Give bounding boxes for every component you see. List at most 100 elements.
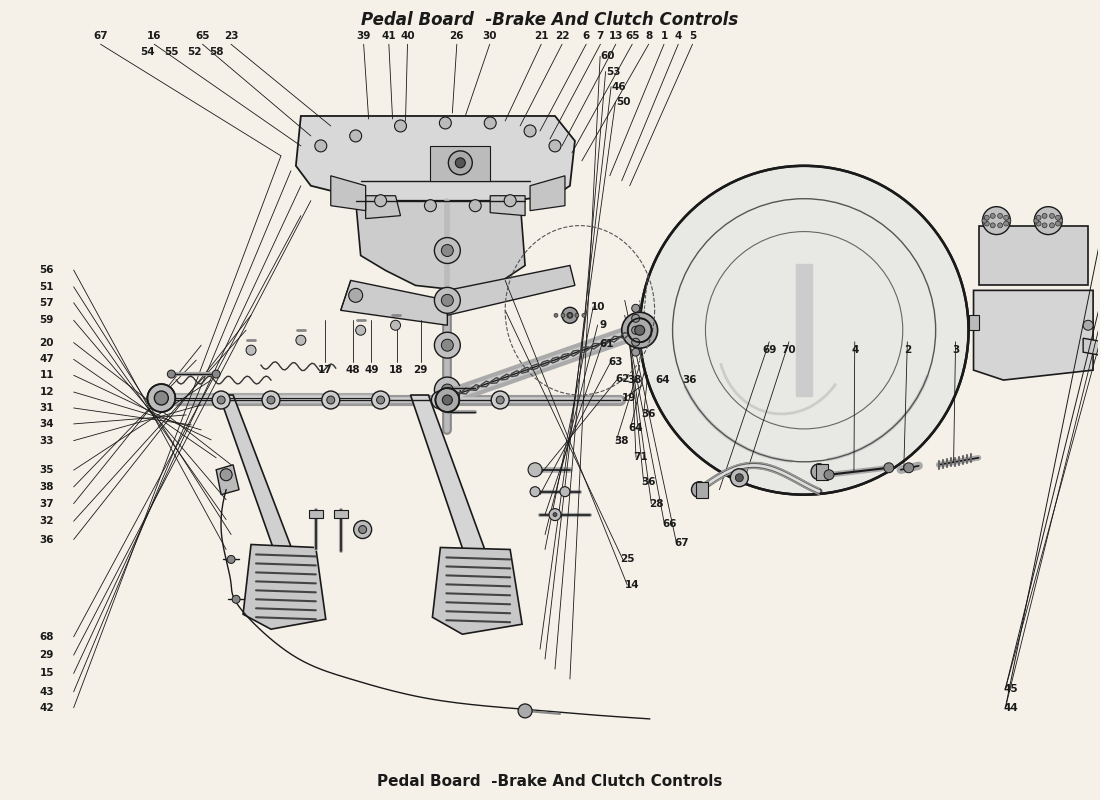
Circle shape	[631, 348, 640, 356]
Circle shape	[824, 470, 834, 480]
Text: 34: 34	[40, 419, 54, 429]
Text: 8: 8	[645, 31, 652, 42]
Text: 15: 15	[40, 669, 54, 678]
Polygon shape	[355, 201, 525, 290]
Text: 71: 71	[634, 452, 648, 462]
Circle shape	[562, 307, 578, 323]
Text: 70: 70	[782, 345, 796, 354]
Circle shape	[631, 326, 640, 334]
Text: 35: 35	[40, 465, 54, 475]
Text: 52: 52	[188, 46, 202, 57]
Circle shape	[631, 314, 640, 322]
Circle shape	[566, 312, 573, 318]
Text: 68: 68	[40, 632, 54, 642]
Text: 37: 37	[40, 498, 54, 509]
Text: 42: 42	[40, 702, 54, 713]
Bar	[816, 464, 828, 480]
Text: 38: 38	[40, 482, 54, 492]
Text: 58: 58	[209, 46, 224, 57]
Circle shape	[449, 151, 472, 174]
Text: 14: 14	[625, 580, 639, 590]
Circle shape	[631, 338, 640, 346]
Circle shape	[640, 166, 968, 494]
Text: 17: 17	[318, 365, 332, 374]
Circle shape	[425, 200, 437, 212]
Circle shape	[492, 391, 509, 409]
Bar	[968, 315, 979, 330]
Bar	[309, 510, 322, 518]
Circle shape	[524, 125, 536, 137]
Polygon shape	[243, 545, 326, 630]
Text: 30: 30	[483, 31, 497, 42]
Polygon shape	[491, 196, 525, 216]
Circle shape	[560, 486, 570, 497]
Circle shape	[431, 391, 450, 409]
Circle shape	[1055, 221, 1060, 226]
Circle shape	[553, 513, 557, 517]
Text: 56: 56	[40, 265, 54, 275]
Circle shape	[349, 288, 363, 302]
Circle shape	[327, 396, 334, 404]
Circle shape	[434, 287, 460, 314]
Text: 20: 20	[40, 338, 54, 347]
Text: 36: 36	[40, 534, 54, 545]
Circle shape	[217, 396, 226, 404]
Bar	[979, 226, 1088, 286]
Text: 67: 67	[94, 31, 108, 42]
Text: 51: 51	[40, 282, 54, 292]
Circle shape	[1034, 206, 1063, 234]
Circle shape	[1055, 215, 1060, 220]
Polygon shape	[974, 290, 1093, 380]
Text: 61: 61	[600, 339, 614, 349]
Circle shape	[441, 245, 453, 257]
Text: 64: 64	[656, 375, 670, 385]
Text: 36: 36	[641, 477, 656, 487]
Circle shape	[355, 326, 365, 335]
Circle shape	[568, 314, 572, 318]
Circle shape	[232, 595, 240, 603]
Circle shape	[212, 370, 220, 378]
Circle shape	[528, 462, 542, 477]
Polygon shape	[296, 116, 575, 206]
Circle shape	[315, 140, 327, 152]
Circle shape	[147, 384, 175, 412]
Polygon shape	[331, 176, 365, 210]
Polygon shape	[796, 265, 812, 396]
Text: Pedal Board  -Brake And Clutch Controls: Pedal Board -Brake And Clutch Controls	[377, 774, 723, 789]
Text: 46: 46	[612, 82, 626, 92]
Circle shape	[436, 388, 460, 412]
Text: 23: 23	[223, 31, 239, 42]
Text: 33: 33	[40, 436, 54, 446]
Polygon shape	[341, 281, 448, 326]
Circle shape	[296, 335, 306, 345]
Text: 45: 45	[1003, 683, 1018, 694]
Bar	[430, 146, 491, 181]
Text: 69: 69	[762, 345, 777, 354]
Text: 21: 21	[534, 31, 549, 42]
Circle shape	[439, 117, 451, 129]
Bar	[696, 482, 708, 498]
Text: 9: 9	[600, 320, 606, 330]
Circle shape	[1005, 218, 1011, 223]
Text: 41: 41	[382, 31, 396, 42]
Circle shape	[484, 117, 496, 129]
Text: 50: 50	[616, 97, 630, 107]
Polygon shape	[219, 395, 296, 565]
Text: 66: 66	[662, 519, 676, 530]
Text: 29: 29	[414, 365, 428, 374]
Text: 31: 31	[40, 403, 54, 413]
Circle shape	[984, 221, 989, 226]
Text: 6: 6	[583, 31, 590, 42]
Circle shape	[554, 314, 558, 318]
Text: 22: 22	[554, 31, 570, 42]
Text: 55: 55	[165, 46, 179, 57]
Circle shape	[395, 120, 407, 132]
Text: 2: 2	[904, 345, 911, 354]
Polygon shape	[1084, 338, 1100, 360]
Circle shape	[635, 326, 645, 335]
Circle shape	[518, 704, 532, 718]
Text: 67: 67	[674, 538, 689, 549]
Circle shape	[504, 194, 516, 206]
Circle shape	[227, 555, 235, 563]
Circle shape	[1058, 218, 1063, 223]
